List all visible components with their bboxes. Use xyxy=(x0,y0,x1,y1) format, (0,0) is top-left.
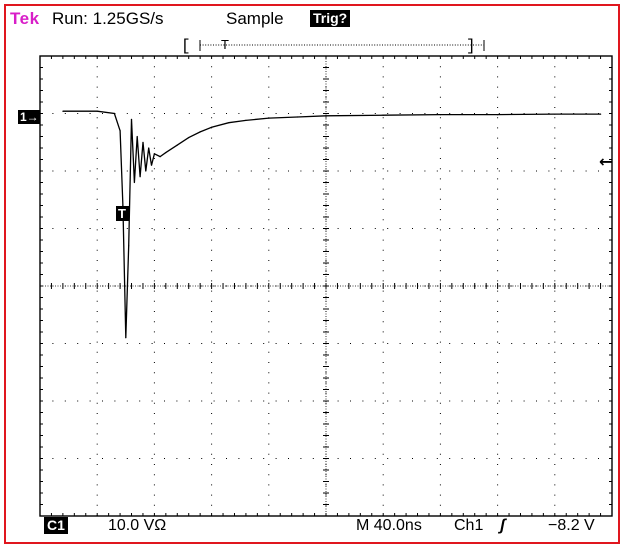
waveform-point xyxy=(148,147,150,149)
trigger-marker-box xyxy=(116,206,129,221)
waveform-point xyxy=(325,115,327,117)
trigger-source: Ch1 xyxy=(454,517,484,534)
waveform-point xyxy=(199,131,201,133)
oscilloscope-frame xyxy=(4,4,620,544)
waveform-point xyxy=(211,126,213,128)
waveform-point xyxy=(268,117,270,119)
waveform-point xyxy=(128,245,130,247)
record-right-bracket: ] xyxy=(466,37,476,55)
display-markers: 1→ T ← xyxy=(18,110,612,221)
waveform-point xyxy=(554,113,556,115)
waveform-point xyxy=(130,118,133,120)
waveform-point xyxy=(125,337,127,339)
trigger-marker: T xyxy=(118,206,126,221)
waveform-point xyxy=(245,119,247,121)
run-status: Run: 1.25GS/s xyxy=(52,9,164,28)
waveform-point xyxy=(62,110,64,112)
status-bar: Tek Run: 1.25GS/s Sample Trig? xyxy=(8,9,608,31)
waveform-point xyxy=(497,114,499,116)
waveform-point xyxy=(139,176,141,178)
waveform-point xyxy=(142,141,144,143)
channel-marker: 1→ xyxy=(20,110,39,124)
waveform-point xyxy=(600,113,602,115)
waveform-point xyxy=(228,122,230,124)
waveform-point xyxy=(188,137,190,139)
acquisition-mode: Sample xyxy=(226,9,284,28)
record-trigger-position: T xyxy=(221,37,229,52)
trigger-slope-icon: ʃ xyxy=(500,517,506,534)
channel-badge: C1 xyxy=(44,517,68,534)
waveform-point xyxy=(96,110,98,112)
waveform-point xyxy=(153,153,155,155)
channel-marker-box xyxy=(18,110,40,124)
record-left-bracket: [ xyxy=(181,37,191,55)
footer-readout: C1 10.0 VΩ M 40.0ns Ch1 ʃ −8.2 V xyxy=(40,517,612,537)
waveform-point xyxy=(122,204,124,207)
waveform-point xyxy=(119,130,121,132)
waveform-point xyxy=(382,114,384,116)
trigger-level: −8.2 V xyxy=(548,517,595,534)
brand-label: Tek xyxy=(10,9,40,28)
waveform-point xyxy=(133,181,135,184)
waveform-line xyxy=(62,110,601,338)
graticule xyxy=(39,55,613,517)
volts-per-div: 10.0 VΩ xyxy=(108,517,167,534)
waveform-point xyxy=(296,116,298,118)
trigger-status-badge: Trig? xyxy=(310,10,351,27)
waveform-point xyxy=(113,112,115,115)
waveform-point xyxy=(176,144,178,146)
trigger-level-arrow-icon: ← xyxy=(599,152,612,171)
timebase-readout: M 40.0ns xyxy=(356,517,422,534)
waveform-point xyxy=(145,170,147,172)
record-window-indicator: [] T xyxy=(181,37,485,55)
waveform-point xyxy=(136,135,138,138)
waveform-point xyxy=(159,156,161,158)
waveform-trace xyxy=(62,110,602,339)
waveform-point xyxy=(165,152,167,154)
waveform-point xyxy=(150,164,153,166)
waveform-point xyxy=(439,114,441,116)
